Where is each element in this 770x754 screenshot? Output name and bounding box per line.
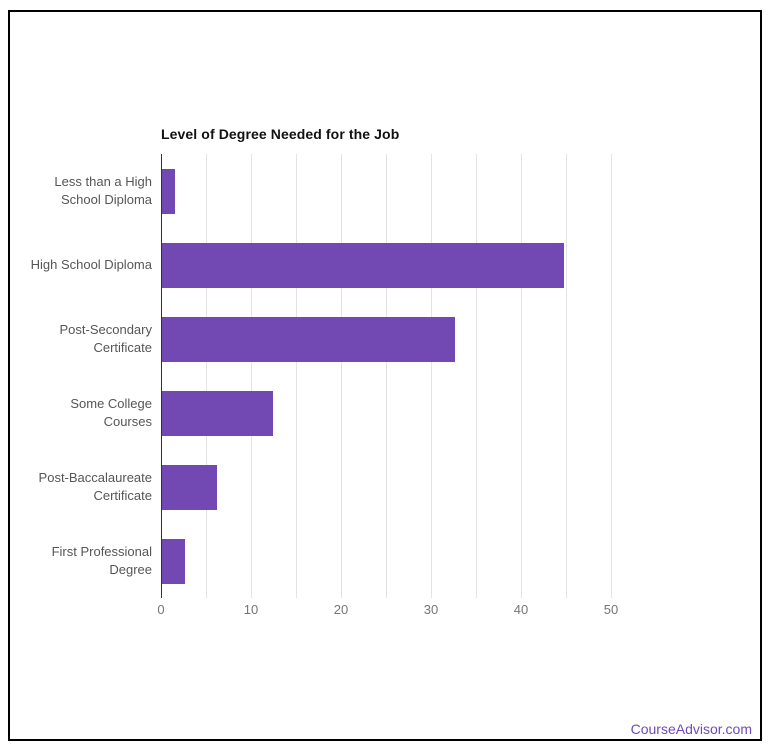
gridline	[611, 154, 612, 598]
x-tick-label: 20	[333, 602, 349, 617]
gridline	[566, 154, 567, 598]
x-tick-label: 50	[603, 602, 619, 617]
x-tick-label: 30	[423, 602, 439, 617]
category-label: Post-Baccalaureate Certificate	[38, 470, 152, 503]
gridline	[341, 154, 342, 598]
category-label: Some College Courses	[70, 396, 152, 429]
x-tick-label: 40	[513, 602, 529, 617]
x-tick-label: 0	[157, 602, 165, 617]
chart-title: Level of Degree Needed for the Job	[161, 126, 400, 142]
category-label: First Professional Degree	[51, 544, 152, 577]
category-axis: Less than a High School Diploma High Scho…	[22, 154, 152, 598]
category-label: Post-Secondary Certificate	[59, 322, 153, 355]
gridline	[296, 154, 297, 598]
bar	[162, 242, 565, 288]
gridline	[431, 154, 432, 598]
y-axis-line	[161, 154, 162, 598]
watermark-link[interactable]: CourseAdvisor.com	[630, 721, 752, 737]
chart-frame: Level of Degree Needed for the Job Less …	[8, 10, 762, 741]
gridline	[521, 154, 522, 598]
bar	[162, 390, 273, 436]
category-label: High School Diploma	[30, 257, 152, 272]
bar	[162, 316, 455, 362]
value-axis: 0 10 20 30 40 50	[157, 602, 656, 622]
bar	[162, 168, 175, 214]
x-tick-label: 10	[243, 602, 259, 617]
gridline	[206, 154, 207, 598]
plot-area	[161, 154, 656, 598]
gridline	[386, 154, 387, 598]
bar	[162, 464, 217, 510]
bar	[162, 538, 185, 584]
gridline	[476, 154, 477, 598]
category-label: Less than a High School Diploma	[54, 174, 152, 207]
gridline	[251, 154, 252, 598]
